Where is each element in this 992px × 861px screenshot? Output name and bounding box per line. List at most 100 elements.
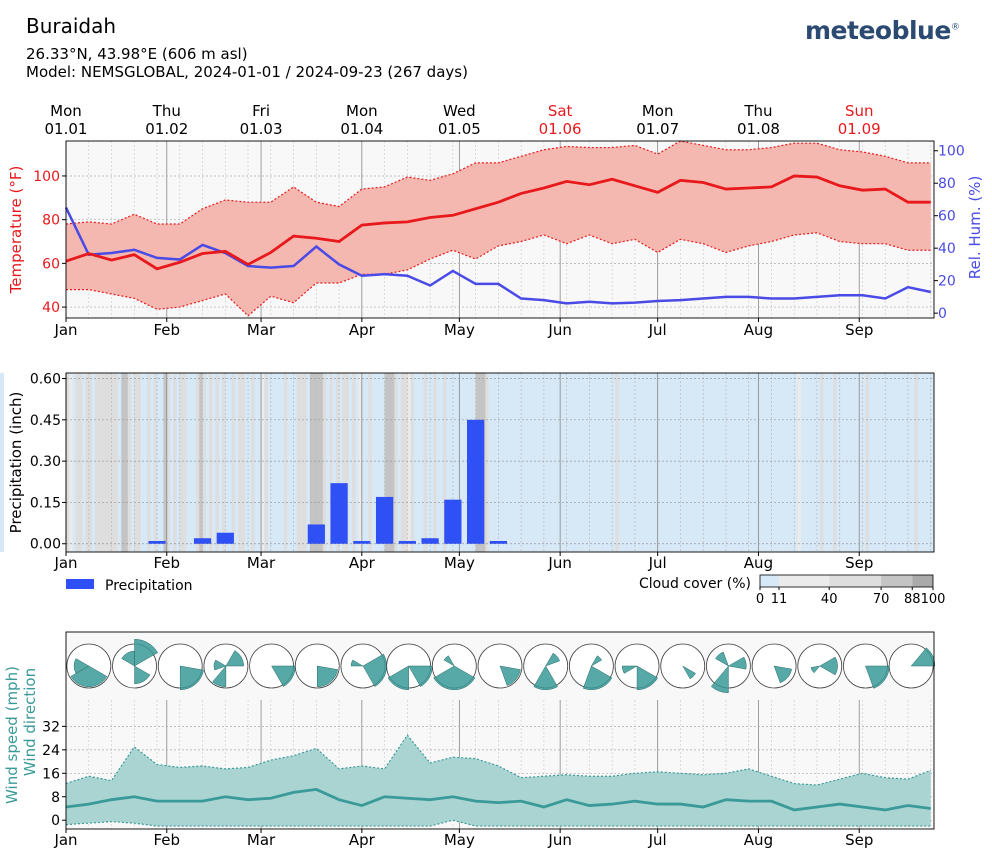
cloud-cover-day	[348, 373, 353, 552]
cloud-cover-day	[420, 373, 425, 552]
cloud-cover-day	[319, 373, 324, 552]
cloud-cover-day	[797, 373, 802, 552]
wind-rose-sector	[350, 659, 364, 667]
cloud-cover-day	[293, 373, 298, 552]
cloud-cover-day	[579, 373, 584, 552]
cloud-cover-day	[426, 373, 431, 552]
cloud-cover-day	[189, 373, 194, 552]
cloud-cover-day	[690, 373, 694, 552]
cloud-cover-day	[543, 373, 548, 552]
wind-plot-frame	[65, 631, 935, 830]
cloud-cover-day	[439, 373, 444, 552]
temp-x-month-label: Jul	[648, 321, 667, 339]
cloud-cover-legend-tick-label: 70	[873, 592, 890, 607]
cloud-cover-day	[683, 373, 688, 552]
cloud-cover-day	[589, 373, 594, 552]
top-date-label: 01.08	[737, 120, 780, 138]
humidity-y-tick-label: 100	[938, 144, 965, 160]
cloud-cover-day	[615, 373, 620, 552]
wind-rose-sector	[582, 665, 613, 690]
cloud-cover-day	[238, 373, 242, 552]
cloud-cover-day	[911, 373, 915, 552]
cloud-cover-day	[248, 373, 252, 552]
cloud-cover-day	[748, 373, 753, 552]
cloud-cover-day	[160, 373, 164, 552]
cloud-cover-day	[244, 373, 249, 552]
cloud-cover-day	[573, 373, 577, 552]
wind-speed-mean-line	[65, 787, 931, 812]
cloud-cover-day	[205, 373, 210, 552]
precipitation-legend-label: Precipitation	[105, 578, 193, 594]
cloud-cover-day	[872, 373, 876, 552]
cloud-cover-day	[374, 373, 379, 552]
cloud-cover-day	[111, 373, 116, 552]
temp-x-month-label: Jan	[53, 321, 77, 339]
top-date-label: 01.02	[145, 120, 188, 138]
precipitation-bar	[148, 540, 166, 544]
cloud-cover-day	[183, 373, 187, 552]
cloud-cover-day	[820, 373, 824, 552]
precip-y-tick-label: 0.30	[30, 454, 61, 470]
cloud-cover-day	[251, 373, 255, 552]
wind-rose-sector	[636, 665, 658, 691]
cloud-cover-day	[768, 373, 772, 552]
cloud-cover-day	[826, 373, 831, 552]
cloud-cover-day	[781, 373, 785, 552]
cloud-cover-day	[524, 373, 529, 552]
precipitation-bar	[467, 419, 485, 544]
cloud-cover-day	[862, 373, 867, 552]
cloud-cover-day	[810, 373, 815, 552]
cloud-cover-day	[885, 373, 889, 552]
cloud-cover-day	[816, 373, 821, 552]
top-weekday-label: Thu	[152, 102, 181, 120]
precipitation-legend-swatch	[66, 579, 94, 589]
cloud-cover-day	[355, 373, 359, 552]
wind-rose-sector	[545, 652, 560, 667]
wind-y-tick-label: 16	[42, 766, 60, 782]
cloud-cover-day	[261, 373, 265, 552]
cloud-cover-day	[774, 373, 779, 552]
cloud-cover-day	[521, 373, 525, 552]
cloud-cover-day	[586, 373, 590, 552]
cloud-cover-day	[745, 373, 750, 552]
precipitation-bar	[330, 483, 348, 544]
cloud-cover-day	[277, 373, 281, 552]
cloud-cover-day	[257, 373, 262, 552]
cloud-cover-day	[901, 373, 906, 552]
cloud-cover-day	[436, 373, 441, 552]
cloud-cover-day	[829, 373, 834, 552]
precip-x-month-label: May	[444, 554, 475, 572]
top-weekday-label: Wed	[443, 102, 476, 120]
cloud-cover-day	[894, 373, 899, 552]
precipitation-bar	[398, 540, 416, 544]
cloud-cover-legend-tick-label: 88	[904, 592, 921, 607]
cloud-cover-day	[654, 373, 659, 552]
cloud-cover-day	[855, 373, 860, 552]
cloud-cover-day	[664, 373, 668, 552]
cloud-cover-day	[218, 373, 223, 552]
cloud-cover-day	[800, 373, 805, 552]
precip-x-month-label: Feb	[153, 554, 180, 572]
temp-y-tick-label: 80	[42, 213, 60, 229]
precip-x-month-label: Jul	[648, 554, 667, 572]
top-weekday-label: Fri	[252, 102, 270, 120]
precip-x-month-label: Apr	[349, 554, 376, 572]
cloud-cover-day	[823, 373, 828, 552]
meteoblue-logo[interactable]: meteoblue®	[805, 16, 960, 45]
top-weekday-label: Mon	[642, 102, 674, 120]
temp-x-month-label: Apr	[349, 321, 376, 339]
cloud-cover-day	[131, 373, 135, 552]
cloud-cover-day	[657, 373, 662, 552]
precip-plot-frame	[65, 372, 935, 553]
cloud-cover-day	[170, 373, 174, 552]
precip-x-month-label: Sep	[845, 554, 873, 572]
cloud-cover-day	[144, 373, 148, 552]
cloud-cover-day	[82, 373, 86, 552]
cloud-cover-day	[839, 373, 844, 552]
cloud-cover-day	[309, 373, 314, 552]
wind-rose-sector	[682, 665, 696, 680]
humidity-y-tick-label: 20	[938, 274, 956, 290]
cloud-cover-day	[459, 373, 464, 552]
cloud-cover-day	[332, 373, 337, 552]
cloud-cover-day	[813, 373, 818, 552]
